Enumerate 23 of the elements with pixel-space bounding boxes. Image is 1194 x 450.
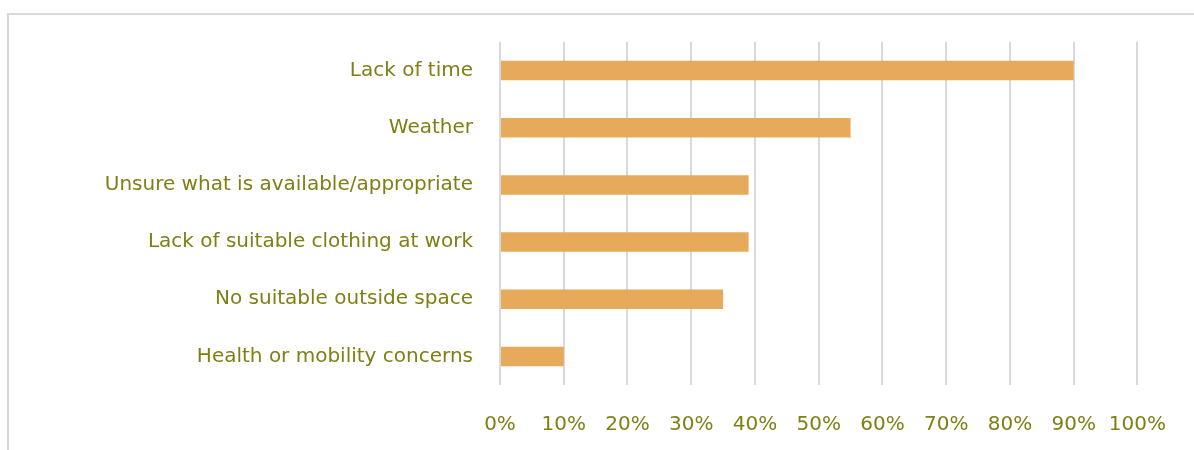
x-tick-label: 30%	[669, 411, 714, 436]
x-tick-label: 40%	[732, 411, 778, 436]
x-tick-label: 20%	[605, 411, 650, 436]
bar	[501, 232, 749, 252]
y-tick-label: Health or mobility concerns	[196, 342, 473, 367]
y-tick-label: Lack of suitable clothing at work	[147, 228, 474, 253]
x-tick-label: 70%	[923, 411, 969, 436]
y-tick-label: Lack of time	[349, 56, 473, 81]
y-tick-label: No suitable outside space	[215, 285, 473, 310]
x-tick-label: 100%	[1108, 411, 1166, 436]
x-tick-label: 60%	[860, 411, 905, 436]
x-tick-label: 50%	[796, 411, 841, 436]
x-tick-label: 0%	[484, 411, 516, 436]
x-tick-label: 80%	[987, 411, 1033, 436]
bar	[501, 175, 749, 195]
bar	[501, 346, 564, 367]
x-tick-label: 90%	[1051, 411, 1096, 436]
bar	[501, 289, 724, 309]
y-tick-label: Weather	[388, 113, 474, 138]
bar	[501, 118, 851, 138]
y-tick-label: Unsure what is available/appropriate	[104, 171, 473, 196]
bar	[501, 60, 1074, 81]
x-tick-label: 10%	[541, 411, 586, 436]
